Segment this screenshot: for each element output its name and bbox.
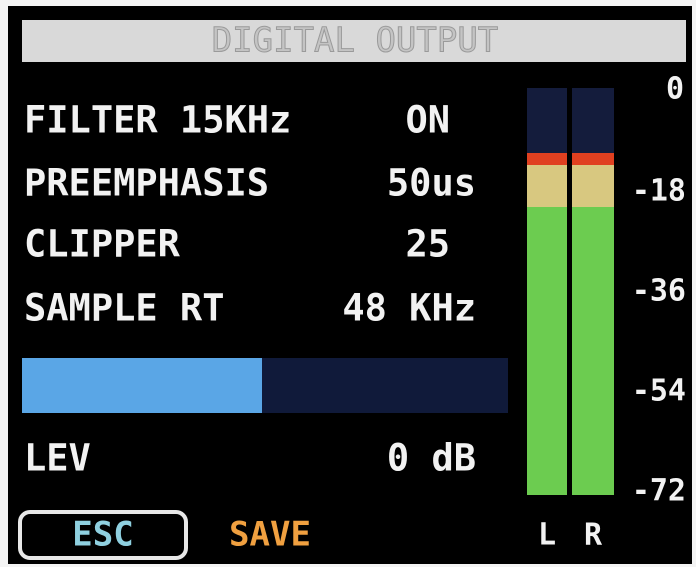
meter-scale-label: -54 <box>632 374 686 409</box>
meter-scale-label: -72 <box>632 474 686 509</box>
setting-value: 25 <box>405 223 450 266</box>
meter-peak <box>572 153 614 165</box>
meter-peak <box>527 153 567 165</box>
meter-right <box>572 88 614 495</box>
meter-level <box>527 207 567 495</box>
setting-label: CLIPPER <box>24 223 181 266</box>
screen-title: DIGITAL OUTPUT <box>212 21 499 61</box>
esc-button[interactable] <box>18 510 188 560</box>
meter-unlit <box>572 88 614 153</box>
meter-scale-label: -36 <box>632 274 686 309</box>
level-bar-fill <box>22 358 262 413</box>
setting-value: 50us <box>387 162 476 205</box>
meter-unlit <box>527 88 567 153</box>
setting-value: ON <box>405 99 450 142</box>
esc-button-label[interactable]: ESC <box>72 515 133 555</box>
meter-left <box>527 88 567 495</box>
title-bar <box>22 20 686 62</box>
setting-label: SAMPLE RT <box>24 287 224 330</box>
meter-level <box>572 207 614 495</box>
setting-label: PREEMPHASIS <box>24 162 269 205</box>
level-label: LEV <box>24 437 91 480</box>
setting-label: FILTER 15KHz <box>24 99 291 142</box>
level-value: 0 dB <box>387 437 476 480</box>
meter-channel-label: L <box>538 518 556 553</box>
save-button-label[interactable]: SAVE <box>229 515 311 555</box>
meter-scale-label: -18 <box>632 174 686 209</box>
meter-warn <box>527 165 567 207</box>
meter-warn <box>572 165 614 207</box>
meter-scale-label: 0 <box>666 72 684 107</box>
setting-value: 48 KHz <box>342 287 476 330</box>
meter-channel-label: R <box>584 518 603 553</box>
